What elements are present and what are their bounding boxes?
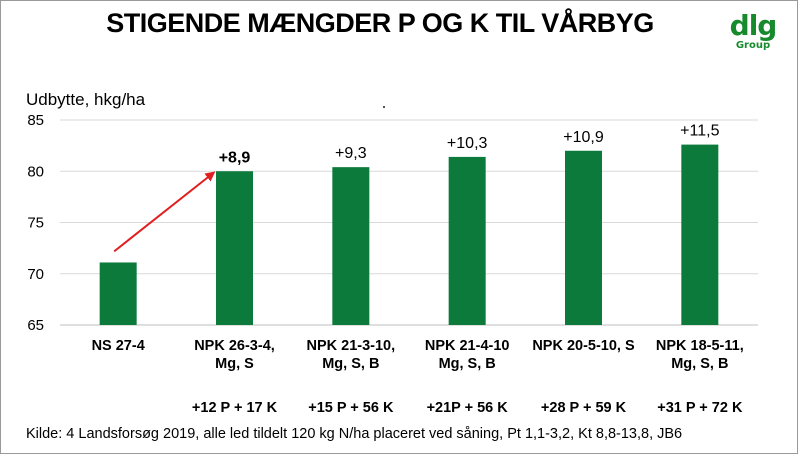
x-tick-label: NPK 18-5-11,	[656, 338, 744, 354]
increase-arrow	[113, 171, 216, 253]
source-footnote: Kilde: 4 Landsforsøg 2019, alle led tild…	[26, 426, 683, 442]
y-tick-label: 85	[27, 112, 44, 129]
y-tick-label: 65	[27, 317, 44, 334]
logo-mark: dlg	[729, 9, 778, 42]
bar	[332, 167, 370, 325]
logo-subtext: Group	[735, 40, 771, 51]
bar	[99, 262, 137, 325]
nutrient-label: +15 P + 56 K	[308, 400, 394, 416]
data-label: +10,3	[447, 135, 488, 152]
bar	[565, 150, 602, 325]
data-label: +9,3	[335, 145, 367, 162]
bar	[216, 171, 253, 325]
nutrient-label: +31 P + 72 K	[657, 400, 743, 416]
nutrient-label: +12 P + 17 K	[192, 400, 278, 416]
dlg-logo: dlg Group	[728, 12, 778, 58]
x-tick-label: Mg, S, B	[439, 356, 496, 372]
data-label: +11,5	[680, 123, 719, 140]
data-label: +10,9	[563, 129, 604, 146]
bar	[681, 144, 719, 325]
nutrient-label: +28 P + 59 K	[541, 400, 627, 416]
nutrient-label: +21P + 56 K	[427, 400, 509, 416]
x-tick-label: Mg, S	[215, 356, 254, 372]
x-tick-label: NS 27-4	[92, 338, 145, 354]
y-tick-label: 70	[27, 266, 44, 283]
x-tick-label: NPK 20-5-10, S	[532, 338, 635, 354]
x-tick-label: NPK 21-4-10	[425, 338, 510, 354]
stray-dot	[383, 106, 385, 108]
x-tick-label: NPK 21-3-10,	[307, 338, 396, 354]
page-title: STIGENDE MÆNGDER P OG K TIL VÅRBYG	[106, 8, 654, 38]
y-tick-label: 80	[27, 163, 44, 180]
x-tick-label: NPK 26-3-4,	[194, 338, 275, 354]
y-axis-label: Udbytte, hkg/ha	[26, 90, 146, 109]
x-tick-label: Mg, S, B	[322, 356, 379, 372]
data-label: +8,9	[219, 149, 251, 166]
y-tick-label: 75	[27, 215, 44, 232]
x-tick-label: Mg, S, B	[671, 356, 728, 372]
bar	[448, 156, 486, 325]
